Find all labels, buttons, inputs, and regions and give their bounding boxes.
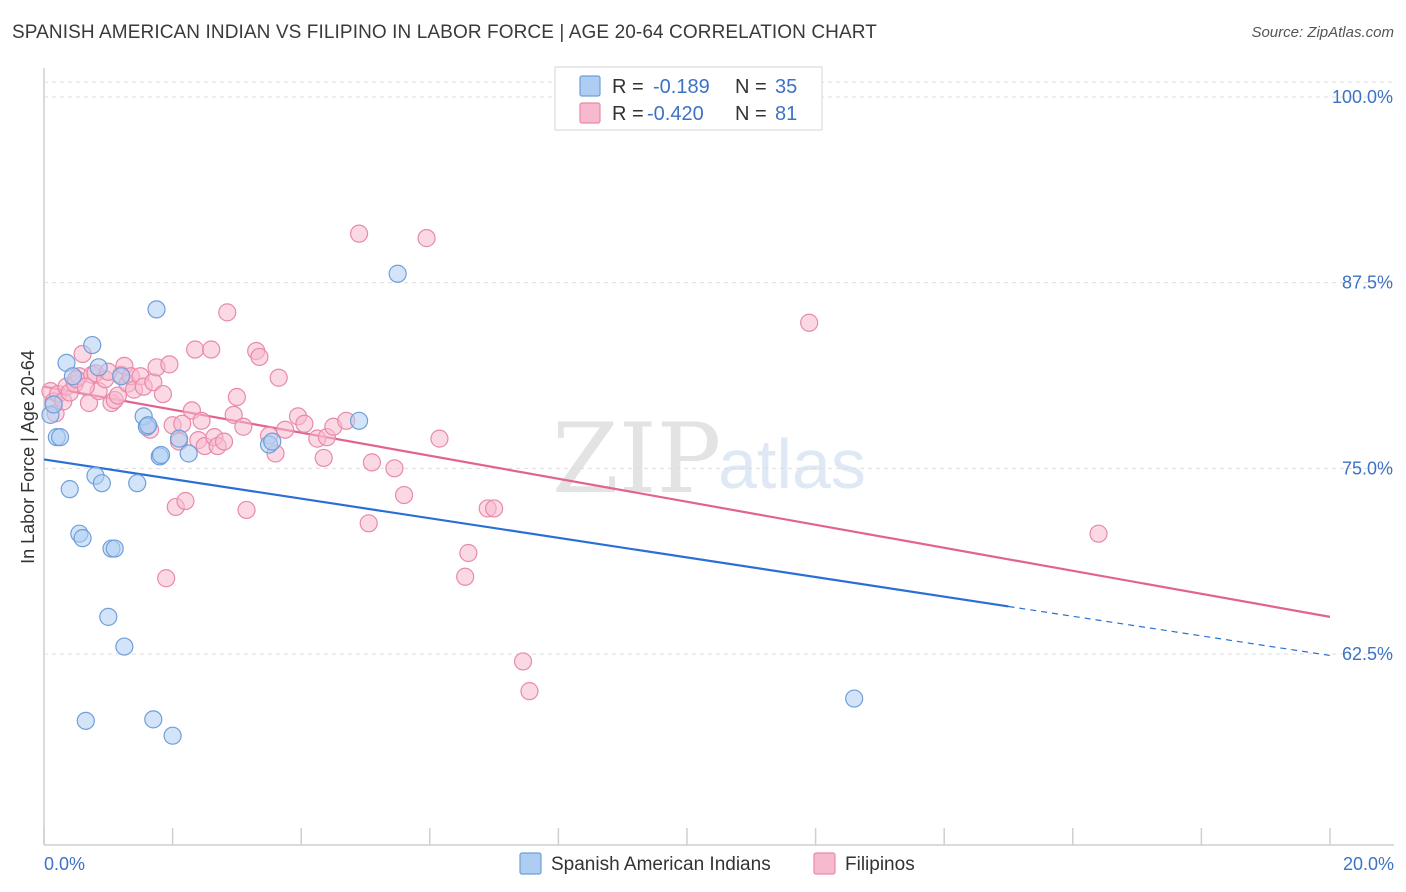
point-blue-12 bbox=[89, 358, 108, 377]
point-pink-37 bbox=[192, 411, 211, 430]
legend-n-label-pink: N = bbox=[735, 103, 767, 125]
legend-n-value-pink: 81 bbox=[775, 103, 797, 125]
point-blue-17 bbox=[112, 367, 131, 386]
watermark-atlas: atlas bbox=[718, 425, 866, 503]
point-blue-25 bbox=[151, 445, 171, 465]
point-pink-78 bbox=[76, 377, 95, 396]
point-blue-28 bbox=[179, 444, 198, 463]
point-blue-1 bbox=[44, 395, 63, 414]
bottom-legend-swatch-blue bbox=[519, 852, 542, 875]
point-pink-65 bbox=[394, 485, 414, 505]
trendline-blue-dashed bbox=[1008, 605, 1331, 657]
point-blue-32 bbox=[388, 264, 407, 283]
point-pink-52 bbox=[269, 368, 288, 387]
point-pink-47 bbox=[237, 500, 256, 520]
point-blue-30 bbox=[263, 432, 282, 451]
point-blue-14 bbox=[99, 607, 118, 626]
point-pink-75 bbox=[1089, 524, 1108, 543]
y-tick-label-0: 100.0% bbox=[1332, 87, 1393, 107]
point-blue-8 bbox=[73, 529, 92, 548]
point-pink-57 bbox=[314, 448, 333, 468]
point-pink-55 bbox=[295, 414, 314, 433]
legend-r-value-blue: -0.189 bbox=[653, 76, 710, 98]
point-pink-63 bbox=[362, 453, 382, 472]
y-tick-labels: 100.0% 87.5% 75.0% 62.5% bbox=[1332, 87, 1393, 664]
chart-title: SPANISH AMERICAN INDIAN VS FILIPINO IN L… bbox=[12, 22, 877, 43]
x-tick-marks bbox=[43, 828, 1331, 845]
point-pink-80 bbox=[173, 414, 192, 433]
point-pink-69 bbox=[459, 543, 478, 563]
source-label: Source: ZipAtlas.com bbox=[1251, 24, 1394, 41]
point-blue-18 bbox=[115, 637, 134, 656]
point-pink-33 bbox=[176, 491, 195, 511]
point-blue-33 bbox=[845, 689, 864, 708]
point-blue-23 bbox=[147, 300, 166, 319]
point-blue-22 bbox=[144, 710, 163, 729]
point-pink-28 bbox=[153, 384, 173, 404]
legend-r-value-pink: -0.420 bbox=[647, 103, 704, 125]
point-pink-49 bbox=[250, 347, 269, 367]
legend-swatch-blue bbox=[579, 75, 601, 97]
point-blue-13 bbox=[92, 474, 111, 493]
point-pink-71 bbox=[485, 499, 504, 518]
watermark-zip: ZIP bbox=[552, 403, 721, 515]
x-tick-label-max: 20.0% bbox=[1343, 854, 1394, 874]
point-pink-44 bbox=[224, 405, 243, 424]
point-pink-53 bbox=[276, 420, 295, 439]
point-blue-27 bbox=[169, 429, 189, 448]
trend-lines bbox=[43, 385, 1331, 657]
point-blue-34 bbox=[139, 416, 158, 435]
point-pink-35 bbox=[186, 340, 205, 359]
point-pink-43 bbox=[218, 303, 237, 322]
point-pink-61 bbox=[349, 224, 369, 243]
point-blue-3 bbox=[50, 428, 70, 447]
data-points bbox=[41, 224, 1108, 745]
point-blue-26 bbox=[163, 726, 182, 745]
trendline-pink bbox=[43, 385, 1331, 618]
legend-r-label-blue: R = bbox=[612, 76, 644, 98]
y-tick-label-2: 75.0% bbox=[1342, 458, 1393, 478]
point-blue-5 bbox=[60, 480, 79, 499]
point-pink-67 bbox=[430, 429, 449, 448]
point-pink-66 bbox=[417, 229, 436, 248]
point-pink-45 bbox=[227, 387, 246, 407]
bottom-legend-label-blue: Spanish American Indians bbox=[551, 854, 771, 875]
y-axis-label: In Labor Force | Age 20-64 bbox=[18, 350, 38, 564]
legend-n-value-blue: 35 bbox=[775, 76, 797, 98]
bottom-legend: Spanish American Indians Filipinos bbox=[519, 852, 915, 875]
point-pink-68 bbox=[456, 567, 475, 586]
point-pink-62 bbox=[359, 514, 378, 533]
point-pink-17 bbox=[108, 386, 128, 405]
legend-n-label-blue: N = bbox=[735, 76, 767, 98]
legend-box: R = -0.189 N = 35 R = -0.420 N = 81 bbox=[554, 66, 823, 131]
point-pink-46 bbox=[234, 417, 253, 436]
point-blue-31 bbox=[349, 411, 369, 430]
trendline-blue-solid bbox=[43, 458, 1009, 608]
y-tick-label-3: 62.5% bbox=[1342, 644, 1393, 664]
point-blue-9 bbox=[76, 711, 95, 730]
bottom-legend-swatch-pink bbox=[813, 852, 836, 875]
point-pink-42 bbox=[214, 432, 234, 451]
point-blue-10 bbox=[83, 335, 102, 355]
point-blue-16 bbox=[105, 539, 124, 558]
x-tick-label-min: 0.0% bbox=[44, 854, 85, 874]
legend-r-label-pink: R = bbox=[612, 103, 644, 125]
point-pink-64 bbox=[385, 459, 404, 478]
point-blue-19 bbox=[128, 474, 147, 493]
point-pink-39 bbox=[202, 340, 221, 359]
grid-lines bbox=[44, 81, 1394, 655]
point-pink-73 bbox=[520, 682, 539, 701]
y-tick-label-1: 87.5% bbox=[1342, 273, 1393, 293]
point-pink-29 bbox=[160, 355, 179, 374]
point-pink-76 bbox=[157, 569, 176, 588]
point-blue-6 bbox=[63, 367, 83, 386]
bottom-legend-label-pink: Filipinos bbox=[845, 854, 915, 875]
point-pink-72 bbox=[513, 652, 533, 671]
legend-swatch-pink bbox=[579, 102, 601, 124]
point-pink-74 bbox=[800, 313, 819, 332]
